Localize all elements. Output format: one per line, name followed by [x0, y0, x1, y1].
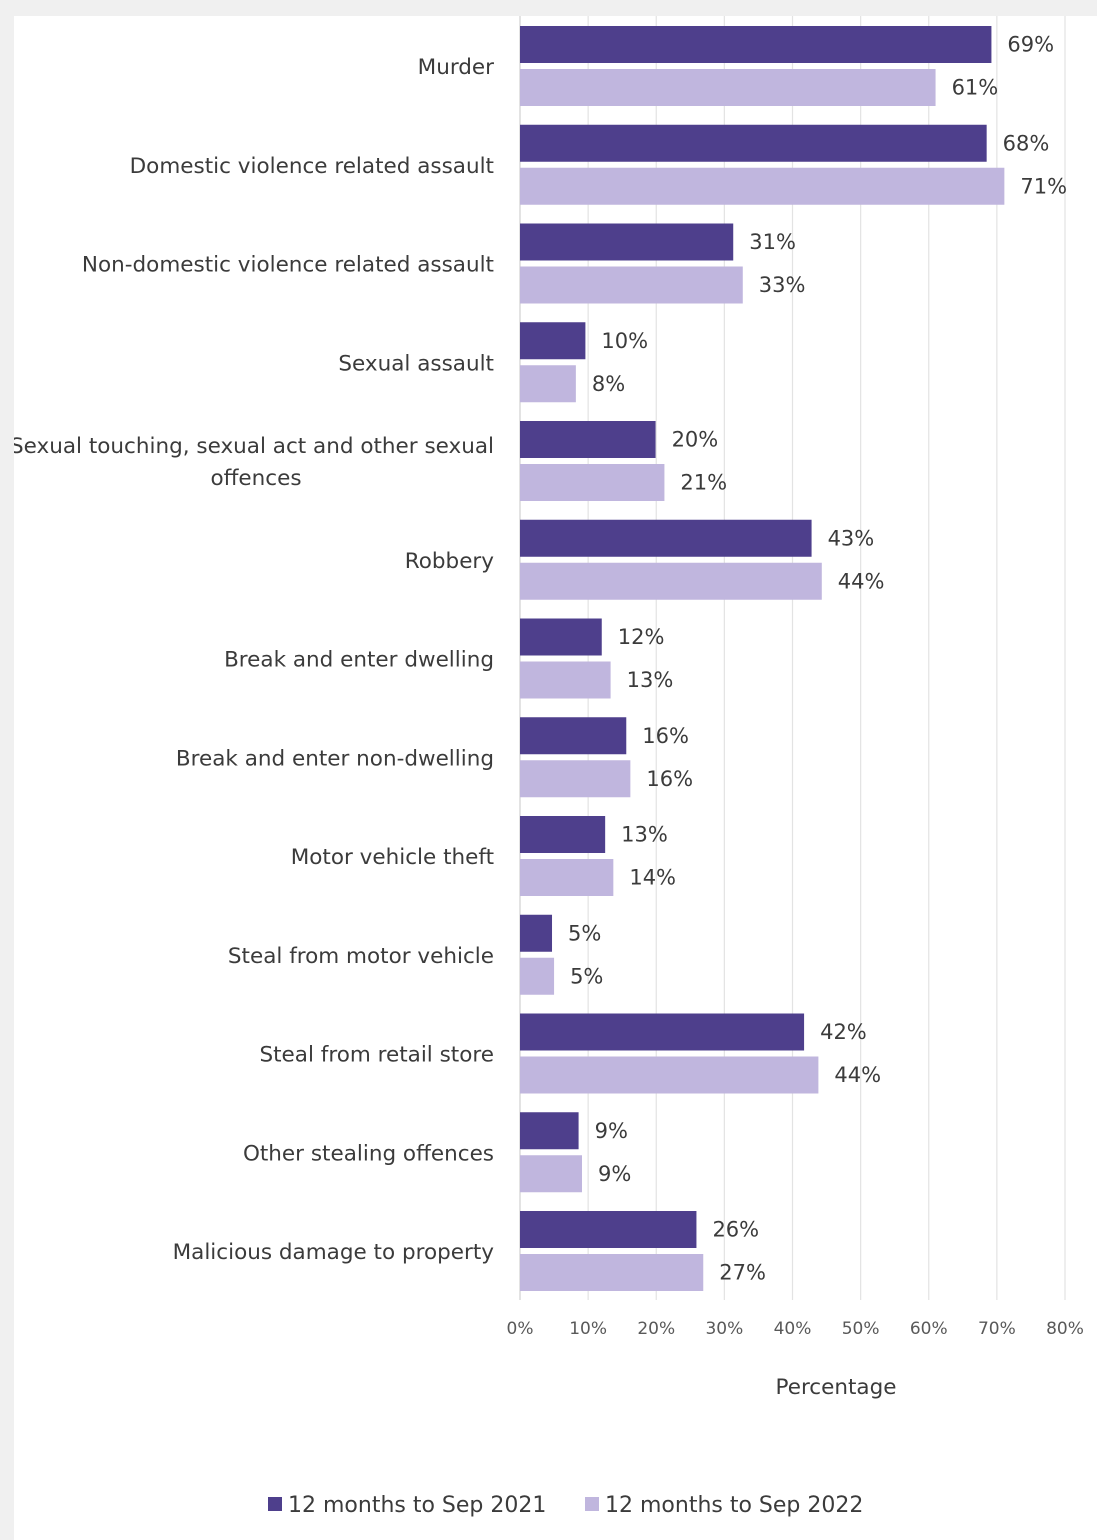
bar-chart: 69% 61% 68% 71% 31% 33% 10% 8% 20% 21% 43% 44% 12% 13…: [14, 16, 1084, 1518]
data-label: 16%: [642, 724, 689, 748]
chart-card: 69% 61% 68% 71% 31% 33% 10% 8% 20% 21% 43% 44% 12% 13…: [14, 16, 1097, 1540]
data-label: 12%: [618, 625, 665, 649]
category-label: Robbery: [405, 549, 494, 574]
bar-2022: [520, 1056, 819, 1094]
category-label: Motor vehicle theft: [291, 845, 494, 870]
data-label: 69%: [1007, 33, 1054, 57]
bar-2022: [520, 1254, 704, 1291]
data-label: 27%: [719, 1261, 766, 1285]
category-label: Sexual touching, sexual act and other se…: [14, 434, 494, 459]
category-labels: Murder Domestic violence related assault N…: [14, 55, 494, 1265]
x-tick-label: 80%: [1046, 1319, 1084, 1339]
data-label: 44%: [834, 1063, 881, 1087]
bar-2022: [520, 1155, 582, 1193]
bar-2021: [520, 124, 987, 162]
x-tick-label: 60%: [910, 1319, 948, 1339]
data-label: 16%: [646, 767, 693, 791]
bar-2022: [520, 167, 1005, 205]
x-tick-label: 0%: [507, 1319, 534, 1339]
bar-2022: [520, 266, 743, 304]
data-label: 31%: [749, 230, 796, 254]
bar-2022: [520, 957, 555, 995]
data-label: 21%: [680, 471, 727, 495]
gridlines: [519, 16, 1066, 1300]
category-label: Domestic violence related assault: [130, 154, 494, 179]
category-label: Malicious damage to property: [173, 1240, 495, 1265]
bar-2022: [520, 859, 614, 896]
data-label: 33%: [759, 273, 806, 297]
category-label: Break and enter non-dwelling: [176, 746, 494, 771]
legend: 12 months to Sep 2021 12 months to Sep 20…: [268, 1493, 863, 1518]
bar-2021: [520, 1112, 579, 1150]
data-labels: 69% 61% 68% 71% 31% 33% 10% 8% 20% 21% 43% 44% 12% 13…: [568, 33, 1067, 1285]
data-label: 9%: [595, 1119, 628, 1143]
x-tick-label: 20%: [637, 1319, 675, 1339]
bar-2022: [520, 464, 665, 501]
data-label: 68%: [1003, 131, 1050, 155]
bar-2022: [520, 760, 631, 798]
data-label: 9%: [598, 1162, 631, 1186]
data-label: 20%: [672, 428, 719, 452]
bar-2021: [520, 1211, 697, 1248]
bar-2022: [520, 562, 822, 600]
legend-label: 12 months to Sep 2022: [605, 1493, 863, 1518]
bar-2021: [520, 26, 992, 63]
data-label: 61%: [952, 76, 999, 100]
category-label: Steal from motor vehicle: [228, 944, 494, 969]
bar-2021: [520, 914, 553, 952]
bar-2021: [520, 223, 734, 261]
bar-2021: [520, 1013, 805, 1051]
x-axis-title: Percentage: [776, 1375, 897, 1400]
category-label: Non-domestic violence related assault: [82, 253, 494, 278]
bars: [520, 26, 1005, 1291]
x-tick-label: 30%: [705, 1319, 743, 1339]
bar-2022: [520, 365, 576, 403]
legend-swatch: [585, 1497, 599, 1511]
data-label: 5%: [570, 964, 603, 988]
x-tick-label: 50%: [842, 1319, 880, 1339]
data-label: 14%: [629, 866, 676, 890]
x-tick-label: 10%: [569, 1319, 607, 1339]
data-label: 71%: [1020, 174, 1067, 198]
data-label: 10%: [601, 329, 648, 353]
category-label: Murder: [418, 55, 495, 80]
bar-2021: [520, 421, 656, 458]
legend-label: 12 months to Sep 2021: [288, 1493, 546, 1518]
bar-2021: [520, 618, 602, 656]
bar-2021: [520, 519, 812, 557]
x-tick-label: 40%: [774, 1319, 812, 1339]
category-label: Break and enter dwelling: [224, 648, 494, 673]
category-label: offences: [210, 466, 301, 491]
x-tick-label: 70%: [978, 1319, 1016, 1339]
bar-2021: [520, 322, 586, 360]
data-label: 13%: [627, 668, 674, 692]
x-axis-ticks: 0% 10% 20% 30% 40% 50% 60% 70% 80%: [507, 1319, 1084, 1339]
category-label: Steal from retail store: [259, 1043, 494, 1068]
bar-2022: [520, 661, 611, 699]
data-label: 44%: [838, 569, 885, 593]
data-label: 13%: [621, 823, 668, 847]
bar-2021: [520, 717, 627, 755]
category-label: Other stealing offences: [243, 1141, 494, 1166]
category-label: Sexual assault: [338, 351, 494, 376]
data-label: 43%: [828, 526, 875, 550]
data-label: 8%: [592, 372, 625, 396]
data-label: 5%: [568, 921, 601, 945]
bar-2021: [520, 816, 606, 853]
legend-swatch: [268, 1497, 282, 1511]
data-label: 26%: [712, 1218, 759, 1242]
data-label: 42%: [820, 1020, 867, 1044]
bar-2022: [520, 69, 936, 106]
